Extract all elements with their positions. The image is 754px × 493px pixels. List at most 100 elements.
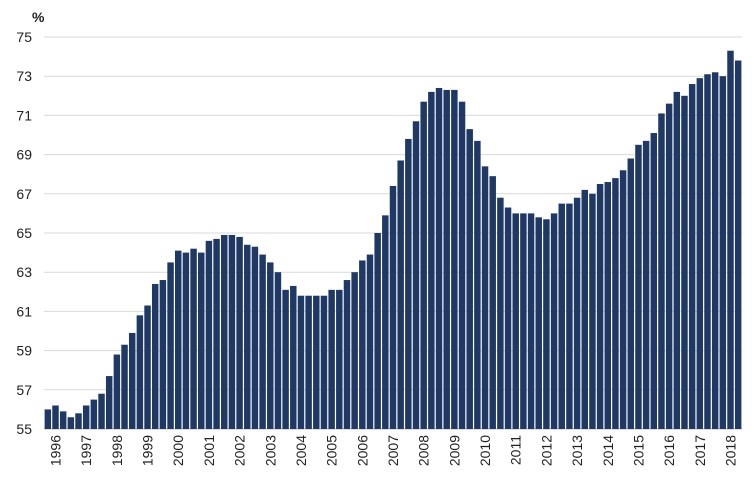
x-tick-label: 2016 (661, 435, 677, 466)
bar (221, 234, 228, 429)
bar (558, 203, 565, 429)
bar (205, 240, 213, 429)
bar (428, 91, 435, 429)
y-tick-label: 69 (16, 147, 32, 163)
bar (228, 234, 236, 429)
bar (543, 219, 550, 429)
bar (282, 289, 289, 429)
bar (635, 144, 642, 430)
bar (121, 344, 128, 429)
bar (374, 233, 381, 429)
bar (144, 305, 151, 429)
x-tick-label: 1999 (140, 435, 156, 466)
bar (711, 72, 719, 429)
bar (704, 74, 711, 430)
bar (527, 213, 535, 429)
bar (105, 376, 113, 429)
y-tick-label: 67 (16, 186, 32, 202)
bar (382, 215, 389, 429)
bar (328, 289, 335, 429)
x-tick-label: 2013 (569, 435, 585, 466)
bar (566, 203, 573, 429)
bar (397, 160, 404, 430)
bar (497, 197, 504, 429)
bar (297, 295, 305, 429)
x-tick-label: 2011 (508, 435, 524, 465)
bar (688, 84, 696, 429)
bar (604, 182, 611, 429)
bar (167, 262, 174, 429)
y-axis-ticks: 55 57 59 61 63 65 67 69 71 73 75 (16, 29, 32, 437)
bar (159, 280, 167, 429)
x-tick-label: 2017 (692, 435, 708, 466)
bar (443, 89, 450, 430)
x-tick-label: 2003 (262, 435, 278, 466)
bar (267, 262, 274, 429)
x-tick-label: 2000 (170, 435, 186, 466)
x-tick-label: 2007 (385, 435, 401, 466)
bar (612, 178, 619, 429)
bar (719, 76, 727, 429)
x-tick-label: 2005 (324, 435, 340, 466)
y-tick-label: 63 (16, 264, 32, 280)
y-tick-label: 57 (16, 382, 32, 398)
bar (504, 207, 512, 429)
bar (734, 60, 742, 430)
x-tick-label: 2012 (538, 435, 554, 466)
bar (82, 405, 90, 429)
bar (435, 87, 443, 430)
bar (251, 246, 259, 429)
y-tick-label: 61 (16, 303, 32, 319)
bar (696, 78, 704, 429)
bar (665, 103, 673, 429)
bar (451, 89, 458, 430)
bar (366, 254, 374, 429)
x-tick-label: 2001 (201, 435, 217, 466)
bar (44, 409, 52, 429)
bar (727, 50, 734, 429)
x-tick-label: 2010 (477, 435, 493, 466)
bar (458, 101, 466, 430)
bar (244, 244, 251, 429)
bar (182, 252, 190, 429)
x-tick-label: 2008 (416, 435, 432, 466)
bar (151, 283, 159, 429)
bar (336, 289, 343, 429)
x-tick-label: 1997 (78, 435, 94, 466)
bar (489, 176, 496, 429)
x-axis-ticks: 1996 1997 1998 1999 2000 2001 2002 2003 2004 2005… (48, 435, 739, 466)
bar (589, 193, 596, 429)
y-tick-label: 65 (16, 225, 32, 241)
bar (642, 140, 650, 429)
y-tick-label: 73 (16, 68, 32, 84)
bar (313, 295, 320, 429)
bar (259, 254, 266, 429)
bar (596, 184, 604, 429)
bar (343, 280, 351, 429)
x-tick-label: 2015 (631, 435, 647, 466)
x-tick-label: 2006 (354, 435, 370, 466)
bar (359, 260, 366, 429)
bar (351, 272, 358, 429)
bar (67, 417, 75, 429)
bar (420, 101, 427, 430)
x-tick-label: 2009 (446, 435, 462, 466)
bar (274, 272, 282, 429)
bar (466, 129, 473, 429)
bar (573, 197, 581, 429)
bar (474, 140, 481, 429)
bar (198, 252, 205, 429)
bar (59, 411, 67, 429)
bar (52, 405, 59, 429)
bar (75, 413, 82, 429)
bar (90, 399, 98, 429)
bar (98, 393, 105, 429)
bar (520, 213, 527, 429)
bar (627, 158, 635, 429)
bar (650, 133, 658, 430)
bar (113, 354, 121, 429)
y-axis-unit-label: % (32, 9, 45, 25)
bar (512, 213, 519, 429)
bar (535, 217, 542, 429)
